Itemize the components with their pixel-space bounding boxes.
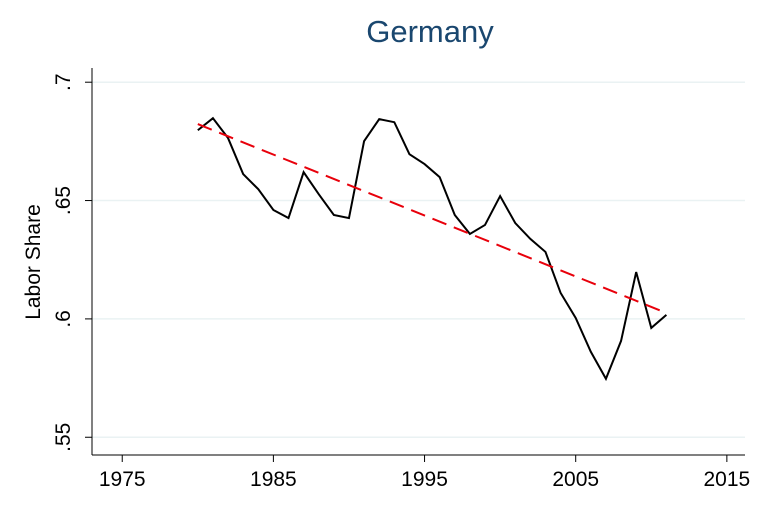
line-series — [197, 116, 668, 382]
x-tick-label: 2015 — [704, 468, 751, 491]
y-axis-label: Labor Share — [22, 204, 45, 320]
y-tick-label: .55 — [52, 423, 75, 452]
x-tick-label: 1985 — [250, 468, 297, 491]
x-tick-label: 1975 — [99, 468, 146, 491]
line-series — [197, 123, 667, 314]
y-tick-label: .65 — [52, 186, 75, 215]
y-tick-label: .6 — [52, 310, 75, 328]
chart-title: Germany — [366, 14, 494, 49]
x-tick-label: 2005 — [552, 468, 599, 491]
x-tick-label: 1995 — [401, 468, 448, 491]
y-tick-label: .7 — [52, 73, 75, 91]
